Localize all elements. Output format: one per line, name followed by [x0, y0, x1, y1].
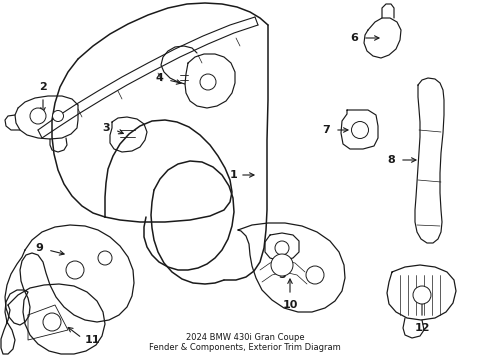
Text: 4: 4	[155, 73, 163, 83]
Circle shape	[306, 266, 324, 284]
Text: 12: 12	[414, 323, 430, 333]
Text: 10: 10	[282, 300, 298, 310]
Text: 2024 BMW 430i Gran Coupe
Fender & Components, Exterior Trim Diagram: 2024 BMW 430i Gran Coupe Fender & Compon…	[149, 333, 341, 352]
Text: 5: 5	[278, 270, 286, 280]
Circle shape	[351, 122, 368, 139]
Text: 11: 11	[85, 335, 100, 345]
Circle shape	[271, 254, 293, 276]
Circle shape	[66, 261, 84, 279]
Text: 9: 9	[35, 243, 43, 253]
Text: 8: 8	[387, 155, 395, 165]
Circle shape	[275, 241, 289, 255]
Circle shape	[200, 74, 216, 90]
Circle shape	[413, 286, 431, 304]
Circle shape	[52, 111, 64, 122]
Text: 7: 7	[322, 125, 330, 135]
Text: 2: 2	[39, 82, 47, 92]
Circle shape	[43, 313, 61, 331]
Text: 6: 6	[350, 33, 358, 43]
Text: 1: 1	[229, 170, 237, 180]
Text: 3: 3	[102, 123, 110, 133]
Circle shape	[98, 251, 112, 265]
Circle shape	[30, 108, 46, 124]
